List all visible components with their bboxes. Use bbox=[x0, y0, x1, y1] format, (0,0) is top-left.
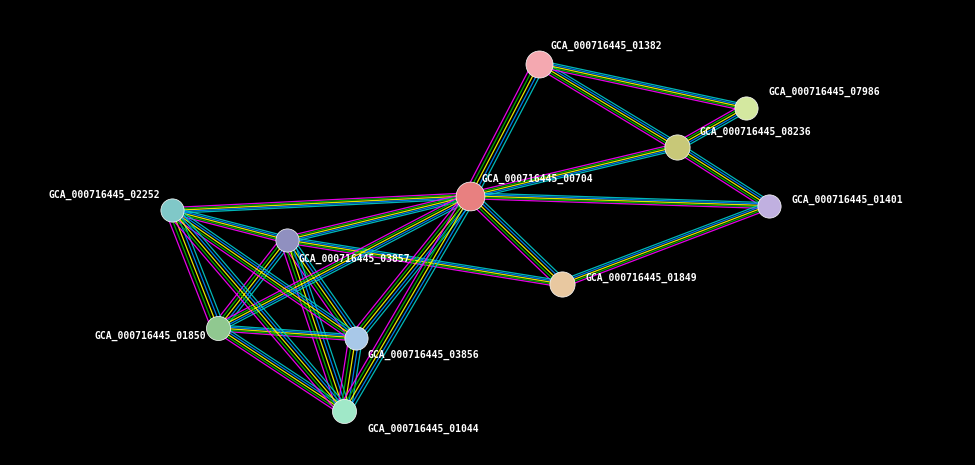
Point bbox=[279, 236, 294, 244]
Text: GCA_000716445_01401: GCA_000716445_01401 bbox=[792, 194, 903, 205]
Text: GCA_000716445_01850: GCA_000716445_01850 bbox=[95, 331, 207, 341]
Point bbox=[669, 143, 684, 151]
Text: GCA_000716445_01849: GCA_000716445_01849 bbox=[585, 272, 696, 283]
Point bbox=[531, 60, 547, 67]
Text: GCA_000716445_00704: GCA_000716445_00704 bbox=[482, 173, 594, 184]
Text: GCA_000716445_02252: GCA_000716445_02252 bbox=[49, 189, 161, 199]
Point bbox=[760, 202, 776, 209]
Text: GCA_000716445_01382: GCA_000716445_01382 bbox=[551, 41, 662, 52]
Point bbox=[211, 324, 226, 332]
Text: GCA_000716445_03856: GCA_000716445_03856 bbox=[367, 350, 479, 360]
Point bbox=[164, 207, 179, 214]
Point bbox=[348, 334, 364, 341]
Point bbox=[738, 104, 754, 112]
Text: GCA_000716445_01044: GCA_000716445_01044 bbox=[367, 424, 479, 434]
Text: GCA_000716445_03857: GCA_000716445_03857 bbox=[298, 253, 410, 264]
Text: GCA_000716445_07986: GCA_000716445_07986 bbox=[768, 86, 880, 97]
Point bbox=[462, 192, 478, 199]
Text: GCA_000716445_08236: GCA_000716445_08236 bbox=[700, 127, 811, 137]
Point bbox=[554, 280, 569, 288]
Point bbox=[336, 407, 352, 415]
